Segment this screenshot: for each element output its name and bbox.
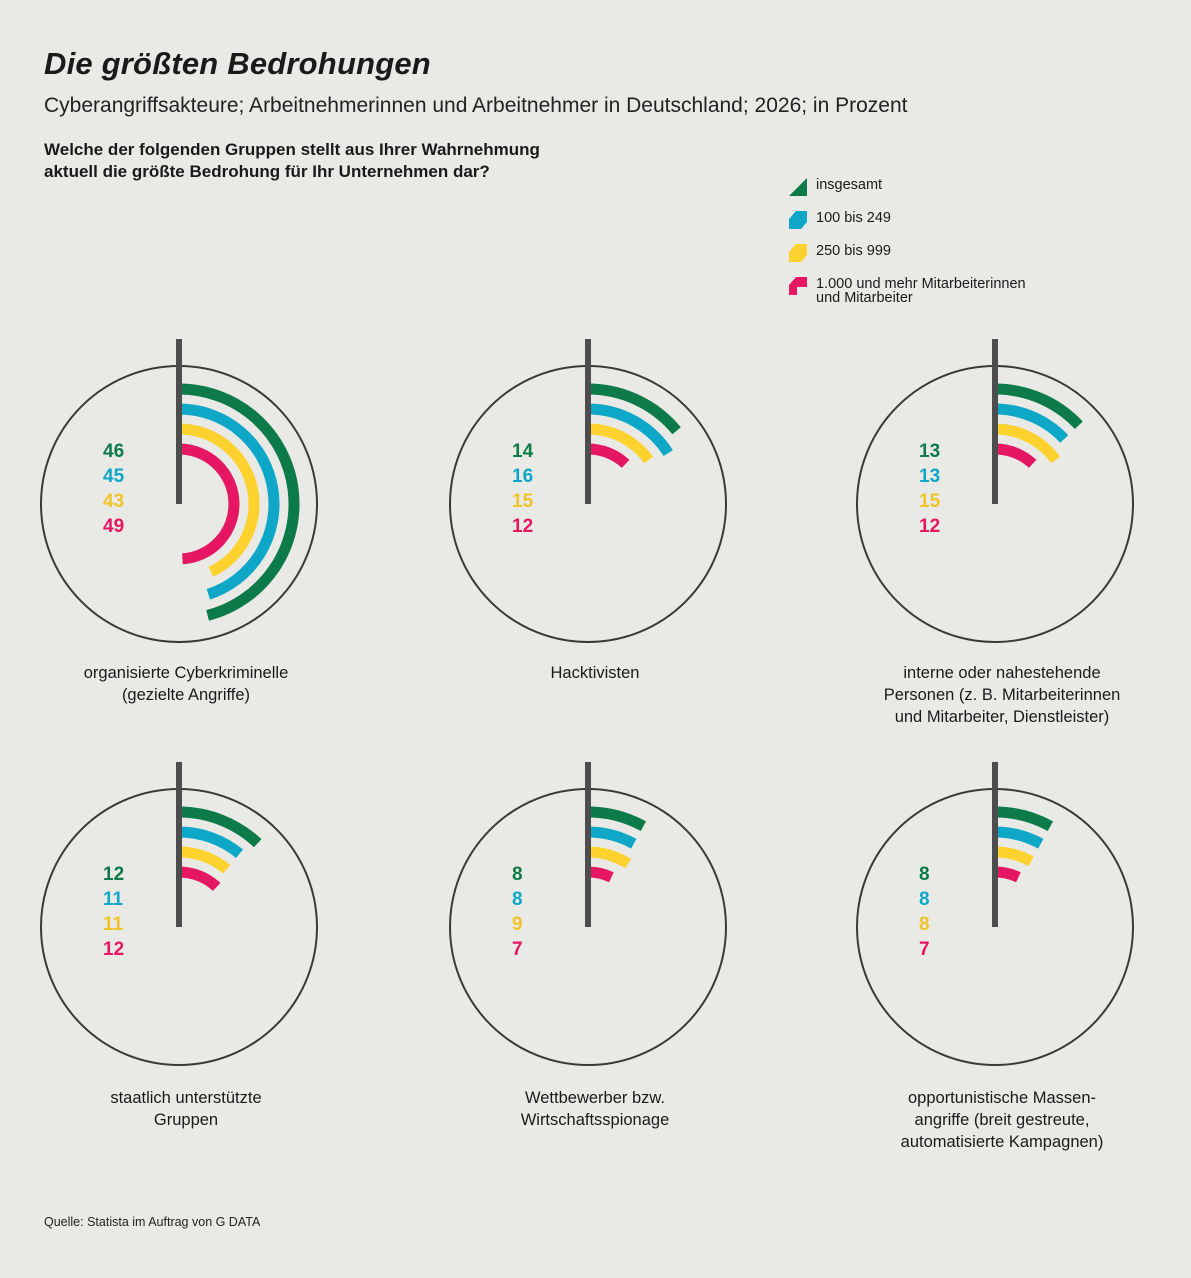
value-label: 8 xyxy=(512,889,523,910)
value-label: 13 xyxy=(919,441,940,462)
arc-bar-2 xyxy=(587,826,637,849)
category-label: Personen (z. B. Mitarbeiterinnen xyxy=(884,686,1121,704)
legend-label: 250 bis 999 xyxy=(816,243,891,259)
arc-bar-3 xyxy=(178,423,260,577)
arc-bar-4 xyxy=(587,866,614,883)
value-label: 8 xyxy=(919,914,930,935)
category-label: automatisierte Kampagnen) xyxy=(901,1133,1104,1151)
category-label: opportunistische Massen- xyxy=(908,1089,1096,1107)
value-label: 12 xyxy=(512,516,533,537)
radial-chart: 13 13 15 12 interne oder nahestehende Persone… xyxy=(856,339,1134,726)
legend-swatch-icon xyxy=(789,244,807,262)
value-label: 16 xyxy=(512,466,533,487)
radial-chart: 46 45 43 49 organisierte Cyberkriminelle (gez… xyxy=(40,339,318,704)
category-label: Wettbewerber bzw. xyxy=(525,1089,665,1107)
value-label: 11 xyxy=(103,914,124,935)
legend-label: insgesamt xyxy=(816,177,883,193)
legend-label-line: und Mitarbeiter xyxy=(816,290,913,306)
value-label: 8 xyxy=(512,864,523,885)
start-axis xyxy=(992,339,998,504)
radial-chart: 14 16 15 12 Hacktivisten xyxy=(449,339,727,682)
arc-bar-4 xyxy=(587,443,630,469)
arc-bar-2 xyxy=(994,403,1069,443)
arc-bar-4 xyxy=(178,443,240,565)
category-label: Gruppen xyxy=(154,1111,218,1129)
survey-question-line: aktuell die größte Bedrohung für Ihr Unt… xyxy=(44,162,490,181)
arc-bar-4 xyxy=(994,443,1037,469)
value-label: 11 xyxy=(103,889,124,910)
arc-bar-1 xyxy=(178,806,262,848)
arc-bar-3 xyxy=(178,846,231,874)
arc-bar-2 xyxy=(587,403,673,457)
value-label: 7 xyxy=(919,939,930,960)
start-axis xyxy=(176,762,182,927)
arc-bar-2 xyxy=(178,403,280,600)
value-label: 13 xyxy=(919,466,940,487)
survey-question-line: Welche der folgenden Gruppen stellt aus … xyxy=(44,140,540,159)
value-label: 49 xyxy=(103,516,124,537)
value-label: 7 xyxy=(512,939,523,960)
value-label: 15 xyxy=(512,491,534,512)
value-label: 8 xyxy=(919,864,930,885)
chart-subtitle: Cyberangriffsakteure; Arbeitnehmerinnen … xyxy=(44,94,908,117)
radial-chart: 8 8 9 7 Wettbewerber bzw. Wirtschaftsspionage xyxy=(449,762,727,1129)
start-axis xyxy=(585,762,591,927)
source-note: Quelle: Statista im Auftrag von G DATA xyxy=(44,1215,261,1229)
category-label: interne oder nahestehende xyxy=(903,664,1100,682)
value-label: 12 xyxy=(919,516,940,537)
arc-bar-3 xyxy=(587,846,632,869)
arc-bar-1 xyxy=(178,383,300,621)
value-label: 8 xyxy=(919,889,930,910)
legend-label: 100 bis 249 xyxy=(816,210,891,226)
start-axis xyxy=(176,339,182,504)
category-label: Wirtschaftsspionage xyxy=(521,1111,670,1129)
arc-bar-3 xyxy=(994,846,1034,867)
survey-question: Welche der folgenden Gruppen stellt aus … xyxy=(44,139,604,183)
arc-bar-3 xyxy=(587,423,654,464)
arc-bar-4 xyxy=(994,866,1021,883)
arc-bar-4 xyxy=(178,866,221,892)
arc-bar-1 xyxy=(994,383,1083,430)
category-label: organisierte Cyberkriminelle xyxy=(84,664,289,682)
arc-bar-1 xyxy=(587,806,647,832)
category-label: und Mitarbeiter, Dienstleister) xyxy=(895,708,1110,726)
legend-swatch-icon xyxy=(789,178,807,196)
category-label: angriffe (breit gestreute, xyxy=(915,1111,1090,1129)
legend-label-line: 1.000 und mehr Mitarbeiterinnen xyxy=(816,276,1026,292)
category-label: staatlich unterstützte xyxy=(110,1089,261,1107)
arc-bar-3 xyxy=(994,423,1061,464)
legend-swatch-icon xyxy=(789,277,807,295)
arc-bar-1 xyxy=(587,383,681,435)
value-label: 9 xyxy=(512,914,523,935)
value-label: 43 xyxy=(103,491,124,512)
arc-bar-2 xyxy=(178,826,244,859)
legend-label: 1.000 und mehr Mitarbeiterinnen und Mita… xyxy=(816,276,1026,306)
radial-chart: 8 8 8 7 opportunistische Massen-angriffe (br… xyxy=(856,762,1134,1151)
chart-title: Die größten Bedrohungen xyxy=(44,46,431,81)
legend-swatch-icon xyxy=(789,211,807,229)
value-label: 15 xyxy=(919,491,941,512)
value-label: 45 xyxy=(103,466,125,487)
value-label: 12 xyxy=(103,864,124,885)
value-label: 12 xyxy=(103,939,124,960)
category-label: Hacktivisten xyxy=(551,664,640,682)
radial-chart: 12 11 11 12 staatlich unterstützte Gruppen xyxy=(40,762,318,1129)
start-axis xyxy=(585,339,591,504)
value-label: 46 xyxy=(103,441,124,462)
category-label: (gezielte Angriffe) xyxy=(122,686,250,704)
arc-bar-2 xyxy=(994,826,1044,849)
start-axis xyxy=(992,762,998,927)
value-label: 14 xyxy=(512,441,534,462)
arc-bar-1 xyxy=(994,806,1054,832)
